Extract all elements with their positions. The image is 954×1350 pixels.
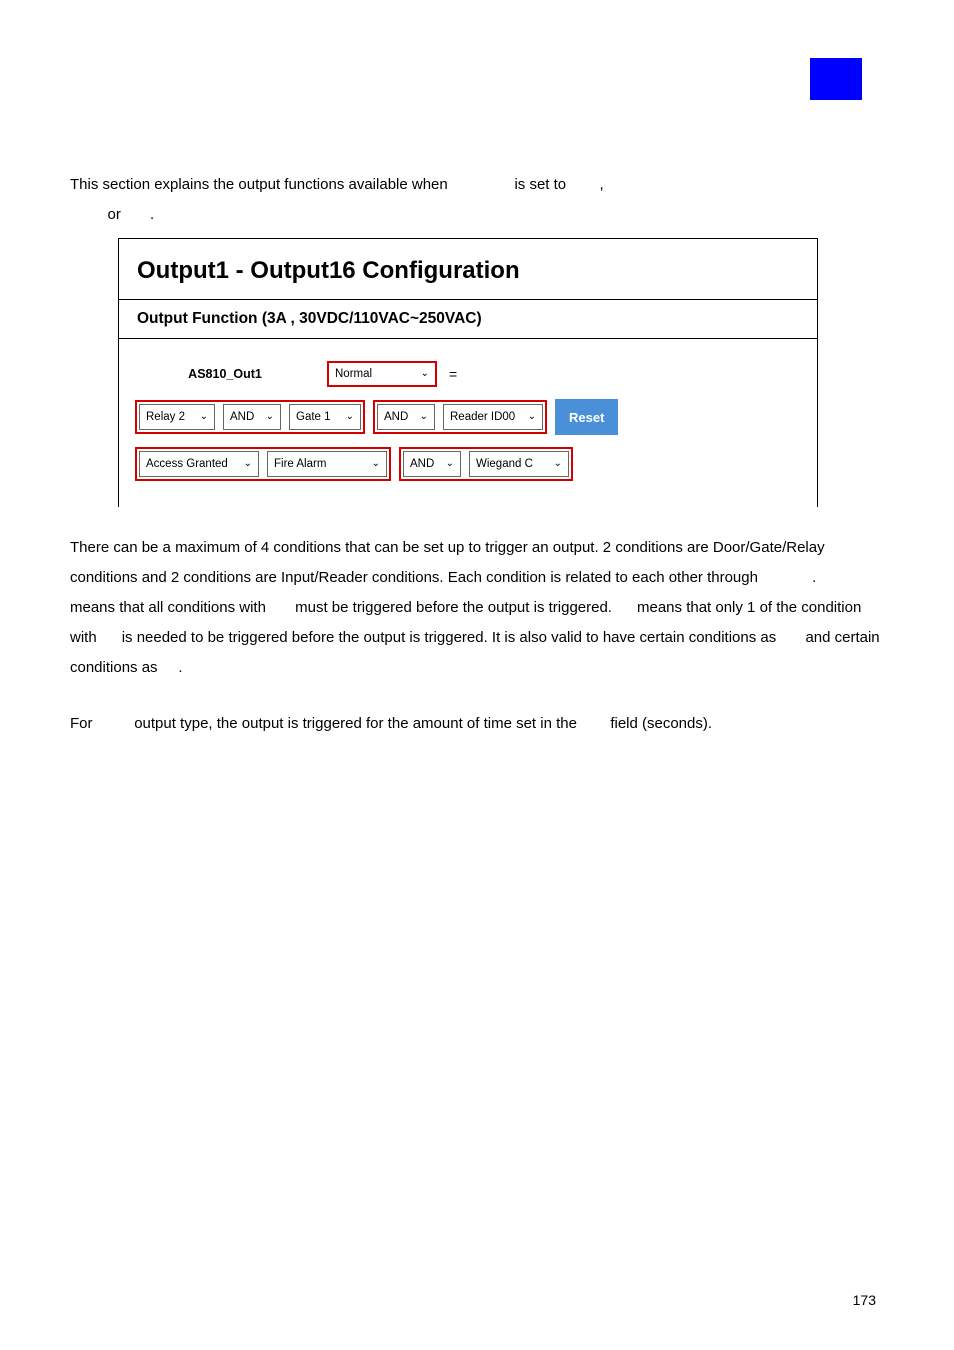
- logic-and-select-1[interactable]: AND ⌄: [223, 404, 281, 430]
- paragraph-1: There can be a maximum of 4 conditions t…: [70, 533, 884, 683]
- gate-select[interactable]: Gate 1 ⌄: [289, 404, 361, 430]
- p1-h: .: [178, 659, 182, 676]
- reset-button[interactable]: Reset: [555, 399, 618, 435]
- wiegand-select[interactable]: Wiegand C ⌄: [469, 451, 569, 477]
- chevron-down-icon: ⌄: [266, 412, 274, 422]
- access-granted-select[interactable]: Access Granted ⌄: [139, 451, 259, 477]
- chevron-down-icon: ⌄: [528, 412, 536, 422]
- relay-select[interactable]: Relay 2 ⌄: [139, 404, 215, 430]
- relay-value: Relay 2: [146, 411, 185, 423]
- equals-sign: =: [445, 366, 461, 382]
- config-row-3: Access Granted ⌄ Fire Alarm ⌄ AND ⌄ Wieg…: [131, 447, 805, 481]
- fire-alarm-select[interactable]: Fire Alarm ⌄: [267, 451, 387, 477]
- header-blue-square: [810, 58, 862, 100]
- logic-and-value-1: AND: [230, 411, 254, 423]
- chevron-down-icon: ⌄: [420, 412, 428, 422]
- relay-gate-group: Relay 2 ⌄ AND ⌄ Gate 1 ⌄: [135, 400, 365, 434]
- chevron-down-icon: ⌄: [554, 459, 562, 469]
- intro-blank-3: [70, 206, 103, 223]
- intro-line-1a: This section explains the output functio…: [70, 176, 452, 193]
- reader-id-value: Reader ID00: [450, 411, 515, 423]
- p2-c: field (seconds).: [610, 715, 712, 732]
- p1-blank-1: [762, 569, 808, 586]
- chevron-down-icon: ⌄: [421, 369, 429, 379]
- p2-blank-2: [581, 715, 606, 732]
- logic-and-value-3: AND: [410, 458, 434, 470]
- section-header: Output Function (3A , 30VDC/110VAC~250VA…: [119, 299, 817, 339]
- p1-blank-4: [616, 599, 633, 616]
- intro-blank-2: [570, 176, 595, 193]
- section-body: AS810_Out1 Normal ⌄ = Relay 2 ⌄ AND ⌄: [119, 339, 817, 507]
- output-name-label: AS810_Out1: [131, 361, 319, 387]
- panel-title: Output1 - Output16 Configuration: [119, 239, 817, 299]
- logic-and-value-2: AND: [384, 411, 408, 423]
- config-row-1: AS810_Out1 Normal ⌄ =: [131, 361, 805, 387]
- chevron-down-icon: ⌄: [346, 412, 354, 422]
- intro-blank-1: [452, 176, 510, 193]
- document-page: This section explains the output functio…: [0, 0, 954, 1350]
- p1-f: is needed to be triggered before the out…: [122, 629, 781, 646]
- access-granted-value: Access Granted: [146, 458, 228, 470]
- p1-blank-6: [780, 629, 801, 646]
- p1-blank-2: [820, 569, 845, 586]
- p1-blank-5: [101, 629, 118, 646]
- p2-b: output type, the output is triggered for…: [134, 715, 581, 732]
- page-number: 173: [853, 1292, 876, 1308]
- output-type-select[interactable]: Normal ⌄: [327, 361, 437, 387]
- p2-a: For: [70, 715, 97, 732]
- logic-and-select-3[interactable]: AND ⌄: [403, 451, 461, 477]
- wiegand-value: Wiegand C: [476, 458, 533, 470]
- intro-text-block: This section explains the output functio…: [70, 170, 884, 230]
- wiegand-group: AND ⌄ Wiegand C ⌄: [399, 447, 573, 481]
- p1-blank-3: [270, 599, 291, 616]
- p1-blank-7: [162, 659, 175, 676]
- intro-line-1c: ,: [599, 176, 603, 193]
- chevron-down-icon: ⌄: [446, 459, 454, 469]
- reader-id-select[interactable]: Reader ID00 ⌄: [443, 404, 543, 430]
- config-row-2: Relay 2 ⌄ AND ⌄ Gate 1 ⌄ AND ⌄: [131, 399, 805, 435]
- logic-and-select-2[interactable]: AND ⌄: [377, 404, 435, 430]
- gate-value: Gate 1: [296, 411, 331, 423]
- config-panel: Output1 - Output16 Configuration Output …: [118, 238, 818, 507]
- intro-blank-4: [125, 206, 146, 223]
- output-type-value: Normal: [335, 368, 372, 380]
- p2-blank-1: [97, 715, 130, 732]
- chevron-down-icon: ⌄: [244, 459, 252, 469]
- intro-line-2b: .: [150, 206, 154, 223]
- chevron-down-icon: ⌄: [372, 459, 380, 469]
- access-fire-group: Access Granted ⌄ Fire Alarm ⌄: [135, 447, 391, 481]
- intro-line-2a: or: [108, 206, 126, 223]
- intro-line-1b: is set to: [514, 176, 570, 193]
- chevron-down-icon: ⌄: [200, 412, 208, 422]
- p1-a: There can be a maximum of 4 conditions t…: [70, 539, 825, 586]
- p1-c: means that all conditions with: [70, 599, 270, 616]
- fire-alarm-value: Fire Alarm: [274, 458, 326, 470]
- paragraph-2: For output type, the output is triggered…: [70, 709, 884, 739]
- reader-group: AND ⌄ Reader ID00 ⌄: [373, 400, 547, 434]
- p1-d: must be triggered before the output is t…: [295, 599, 616, 616]
